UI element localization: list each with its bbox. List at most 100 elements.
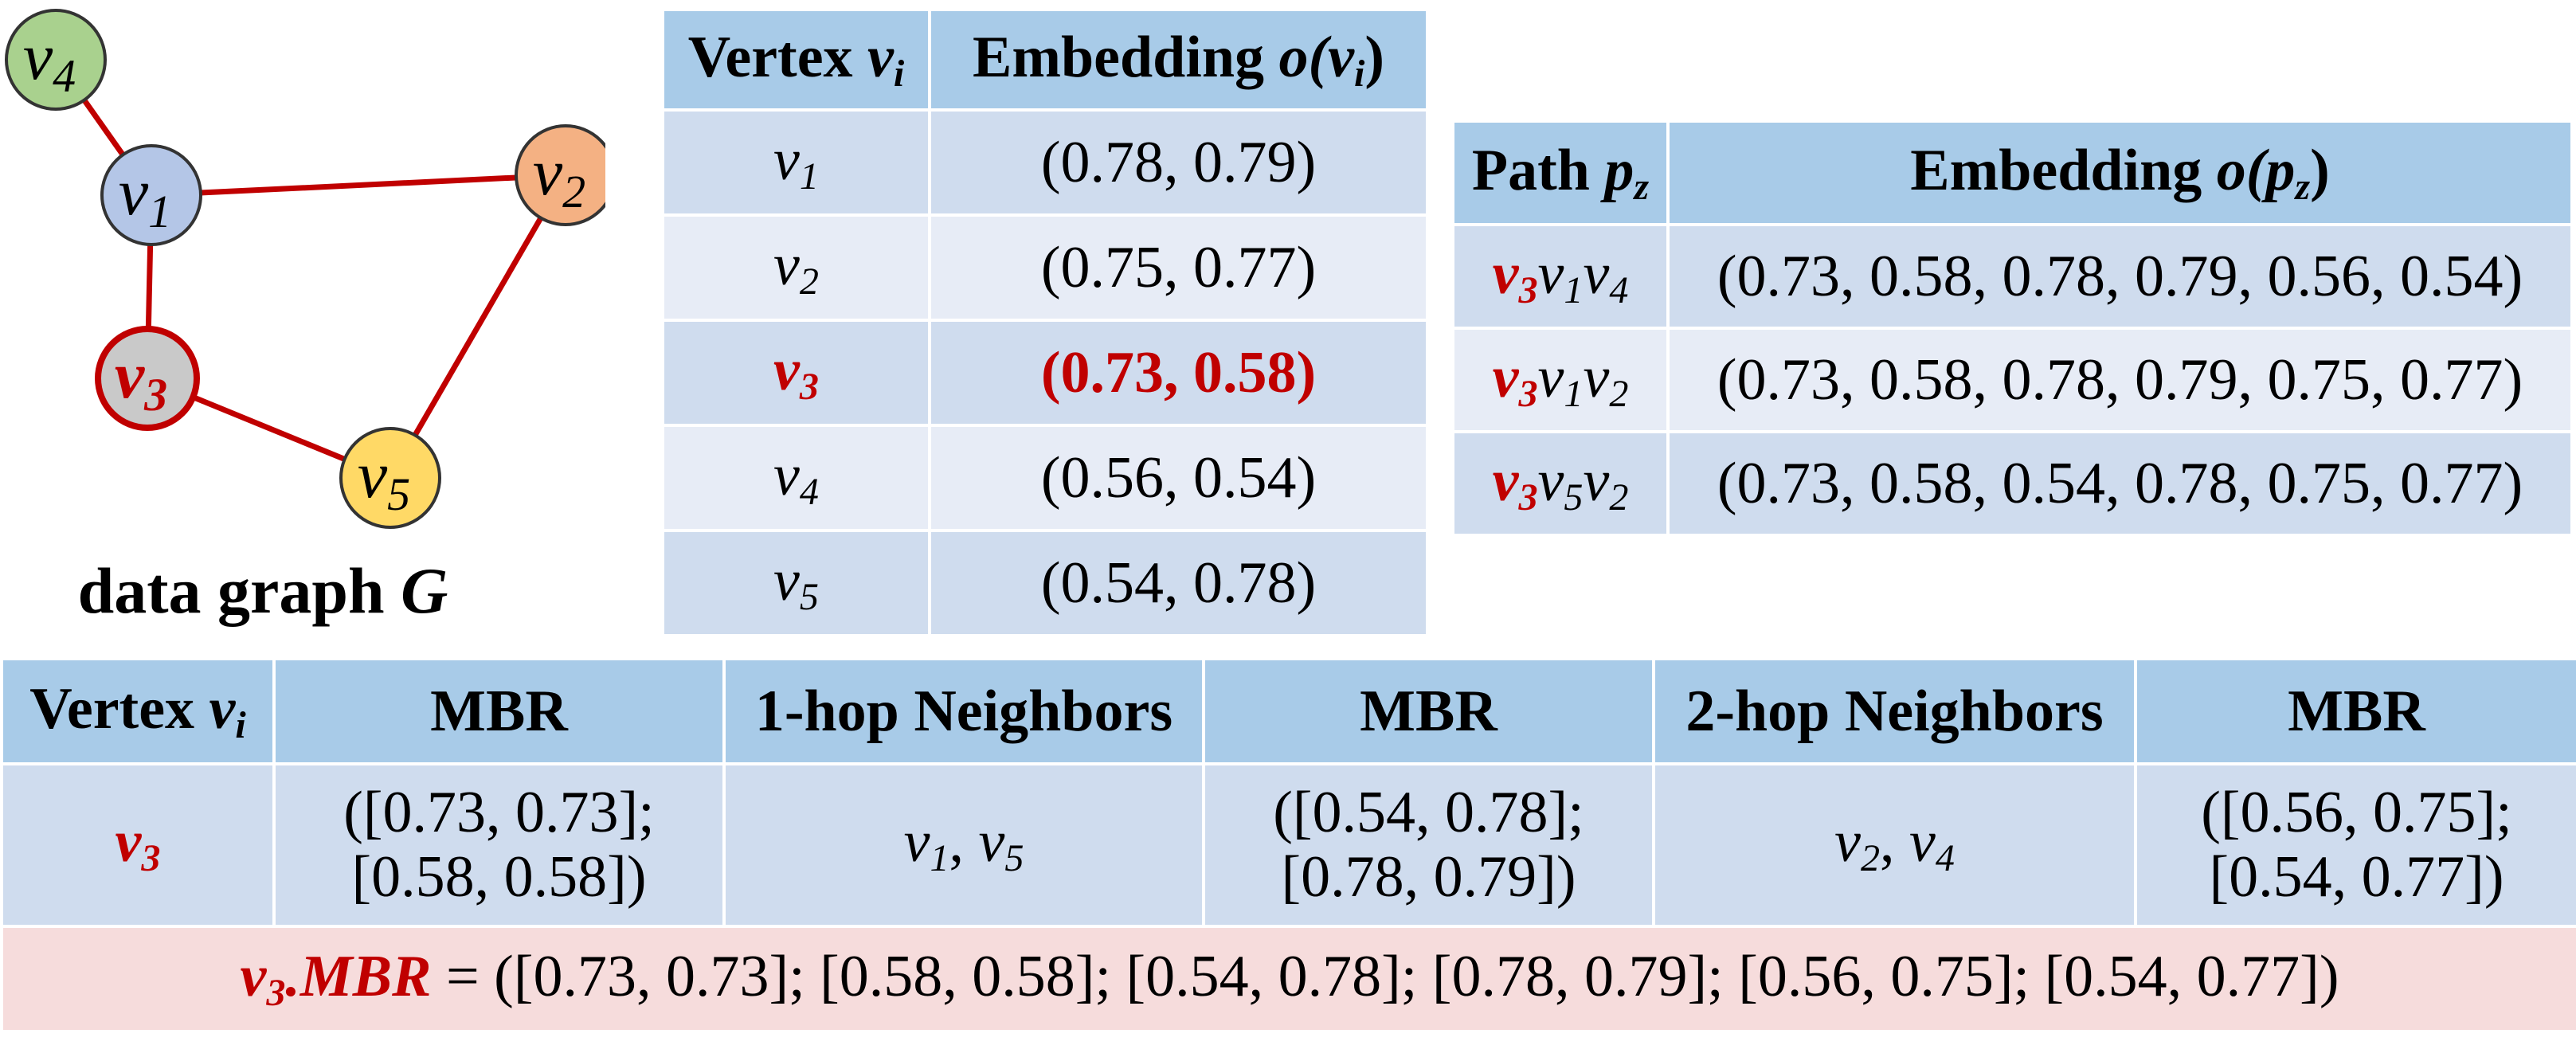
- graph-edge: [151, 172, 566, 198]
- mbr-table-header: Vertex vi MBR 1-hop Neighbors MBR 2-hop …: [0, 657, 2576, 765]
- path-vertex-var: v: [1537, 241, 1564, 307]
- graph-caption-var: G: [401, 554, 448, 627]
- mbr-row-mbr2-line1: ([0.54, 0.78];: [1273, 779, 1584, 845]
- data-graph: v1 v2 v3 v4 v5: [5, 9, 605, 529]
- graph-node-label: v3: [115, 339, 167, 421]
- vertex-row: v5 (0.54, 0.78): [661, 529, 1429, 637]
- vertex-row: v2 (0.75, 0.77): [661, 213, 1429, 322]
- path-table-body: v3v1v4 (0.73, 0.58, 0.78, 0.79, 0.56, 0.5…: [1451, 223, 2574, 537]
- vertex-embedding-cell: (0.73, 0.58): [928, 319, 1429, 427]
- graph-node-v3: v3: [95, 326, 200, 431]
- mbr-row-two-hop: v2, v4: [1652, 762, 2137, 928]
- graph-node-circle: [5, 9, 107, 111]
- mbr-row-mbr3-line1: ([0.56, 0.75];: [2201, 779, 2512, 845]
- path-vertex-var: v: [1583, 448, 1610, 514]
- mbr-row-one-hop: v1, v5: [722, 762, 1205, 928]
- graph-node-v5: v5: [339, 427, 441, 529]
- header-path-sub: z: [1634, 166, 1650, 208]
- mbr-header-mbr: MBR: [272, 657, 726, 765]
- one-hop-a-var: v: [903, 809, 930, 875]
- mbr-row: v3 ([0.73, 0.73]; [0.58, 0.58]) v1, v5 (…: [0, 762, 2576, 928]
- graph-node-circle: [515, 124, 605, 226]
- path-vertex-var: v: [1492, 344, 1519, 410]
- header-path-embedding-sub: z: [2295, 166, 2311, 208]
- footer-equals: =: [445, 943, 480, 1009]
- mbr-row-mbr-line1: ([0.73, 0.73];: [343, 779, 655, 845]
- mbr-table: Vertex vi MBR 1-hop Neighbors MBR 2-hop …: [0, 657, 2576, 1033]
- header-path: Path pz: [1451, 119, 1670, 226]
- graph-node-label: v1: [119, 155, 171, 237]
- vertex-row: v4 (0.56, 0.54): [661, 424, 1429, 532]
- mbr-header-two-hop: 2-hop Neighbors: [1652, 657, 2137, 765]
- header-embedding-sub: i: [1354, 53, 1365, 95]
- path-vertex-sub: 3: [1518, 269, 1538, 311]
- header-embedding-close: ): [1364, 24, 1385, 90]
- header-vertex-sub: i: [893, 53, 905, 95]
- path-vertex-sub: 3: [1518, 476, 1538, 519]
- header-path-var: p: [1604, 137, 1634, 203]
- vertex-cell: v3: [661, 319, 931, 427]
- path-vertex-sub: 2: [1609, 373, 1629, 415]
- two-hop-b-var: v: [1909, 809, 1936, 875]
- path-table-header: Path pz Embedding o(pz): [1451, 119, 2574, 226]
- vertex-row: v3 (0.73, 0.58): [661, 319, 1429, 427]
- path-vertex-sub: 5: [1564, 476, 1584, 519]
- path-vertex-sub: 4: [1609, 269, 1629, 311]
- path-cell: v3v1v2: [1451, 327, 1670, 433]
- path-cell: v3v1v4: [1451, 223, 1670, 330]
- mbr-row-mbr: ([0.73, 0.73]; [0.58, 0.58]): [272, 762, 726, 928]
- header-path-embedding-close: ): [2310, 137, 2330, 203]
- two-hop-b-sub: 4: [1935, 837, 1955, 880]
- header-path-embedding-label: Embedding: [1910, 137, 2202, 203]
- header-vertex-label: Vertex: [687, 24, 853, 90]
- graph-caption: data graph G: [16, 554, 510, 628]
- graph-node-v2: v2: [515, 124, 605, 226]
- mbr-header-vertex-var: v: [209, 675, 236, 742]
- path-vertex-var: v: [1492, 448, 1519, 514]
- mbr-header-mbr2: MBR: [1202, 657, 1655, 765]
- header-embedding: Embedding o(vi): [928, 8, 1429, 112]
- header-embedding-expr: o(v: [1278, 24, 1355, 90]
- graph-node-circle: [95, 326, 200, 431]
- path-vertex-sub: 1: [1564, 269, 1584, 311]
- path-embedding-table: Path pz Embedding o(pz) v3v1v4 (0.73, 0.5…: [1451, 119, 2574, 537]
- mbr-header-vertex-label: Vertex: [29, 675, 195, 742]
- header-vertex: Vertex vi: [661, 8, 931, 112]
- vertex-var: v: [773, 442, 800, 508]
- mbr-header-one-hop: 1-hop Neighbors: [722, 657, 1205, 765]
- mbr-row-vertex: v3: [0, 762, 276, 928]
- graph-node-label: v4: [23, 20, 76, 102]
- mbr-footer: v3.MBR = ([0.73, 0.73]; [0.58, 0.58]; [0…: [0, 925, 2576, 1033]
- vertex-var: v: [773, 127, 800, 193]
- vertex-embedding-cell: (0.54, 0.78): [928, 529, 1429, 637]
- mbr-row-mbr2-line2: [0.78, 0.79]): [1281, 844, 1576, 910]
- one-hop-a-sub: 1: [930, 837, 949, 880]
- mbr-footer-row: v3.MBR = ([0.73, 0.73]; [0.58, 0.58]; [0…: [0, 925, 2576, 1033]
- path-vertex-var: v: [1492, 241, 1519, 307]
- mbr-row-mbr3-line2: [0.54, 0.77]): [2209, 844, 2504, 910]
- path-vertex-sub: 2: [1609, 476, 1629, 519]
- vertex-cell: v4: [661, 424, 931, 532]
- vertex-row: v1 (0.78, 0.79): [661, 108, 1429, 217]
- path-row: v3v1v4 (0.73, 0.58, 0.78, 0.79, 0.56, 0.5…: [1451, 223, 2574, 330]
- path-row: v3v5v2 (0.73, 0.58, 0.54, 0.78, 0.75, 0.7…: [1451, 430, 2574, 537]
- vertex-sub: 1: [799, 155, 819, 198]
- path-vertex-sub: 3: [1518, 373, 1538, 415]
- vertex-embedding-table: Vertex vi Embedding o(vi) v1 (0.78, 0.79)…: [661, 8, 1429, 637]
- vertex-table-header: Vertex vi Embedding o(vi): [661, 8, 1429, 112]
- mbr-header-vertex-sub: i: [235, 704, 246, 746]
- header-vertex-var: v: [867, 24, 894, 90]
- vertex-cell: v5: [661, 529, 931, 637]
- path-embedding-cell: (0.73, 0.58, 0.78, 0.79, 0.75, 0.77): [1666, 327, 2574, 433]
- vertex-embedding-cell: (0.75, 0.77): [928, 213, 1429, 322]
- header-embedding-label: Embedding: [972, 24, 1264, 90]
- mbr-row-mbr2: ([0.54, 0.78]; [0.78, 0.79]): [1202, 762, 1655, 928]
- graph-node-circle: [339, 427, 441, 529]
- graph-edge: [387, 174, 569, 480]
- vertex-sub: 2: [799, 260, 819, 303]
- path-vertex-var: v: [1583, 344, 1610, 410]
- graph-node-v1: v1: [100, 144, 202, 246]
- path-vertex-var: v: [1537, 344, 1564, 410]
- mbr-header-mbr3: MBR: [2134, 657, 2576, 765]
- mbr-header-vertex: Vertex vi: [0, 657, 276, 765]
